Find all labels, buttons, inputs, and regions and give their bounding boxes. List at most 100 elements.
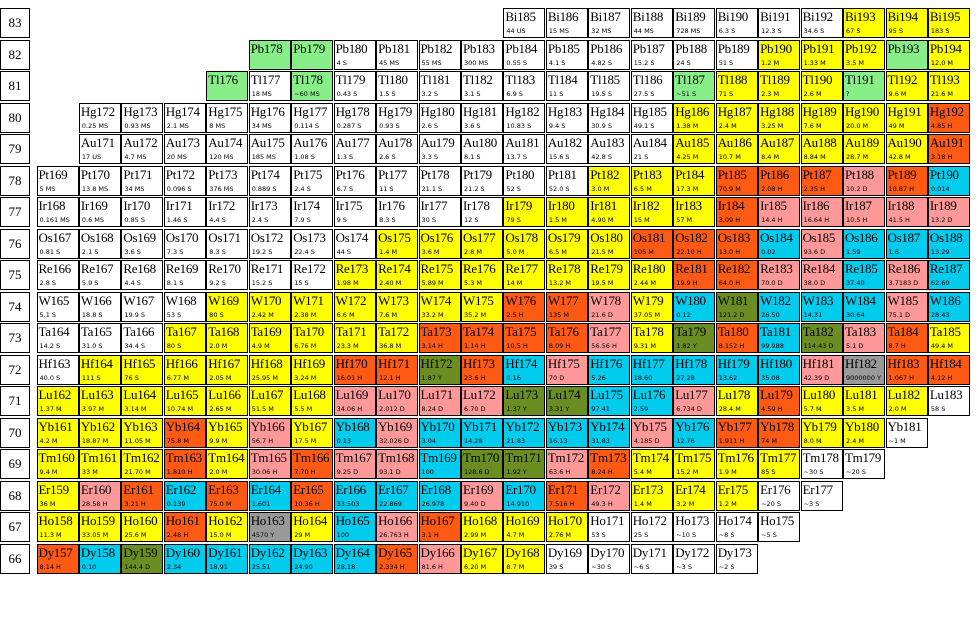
proton-number-label: 68 — [0, 480, 30, 511]
nuclide-cell: Yb175 4.185 D — [630, 417, 673, 448]
nuclide-cell: Bi190 6.3 S — [715, 8, 758, 38]
nuclide-name: Bi194 — [887, 9, 919, 24]
nuclide-name: Hg183 — [547, 103, 582, 119]
nuclide-cell: Tm179 ~20 S — [843, 449, 885, 479]
half-life-label: 70 D — [548, 373, 565, 382]
half-life-label: 3.5 M — [846, 58, 865, 67]
nuclide-name: Tl185 — [590, 72, 620, 87]
nuclide-cell: Os170 7.3 S — [163, 228, 206, 259]
nuclide-name: W171 — [293, 292, 324, 308]
half-life-label: 97.41 — [591, 405, 610, 413]
half-life-label: ~51 S — [676, 90, 697, 98]
nuclide-name: Re178 — [547, 261, 581, 276]
half-life-label: 0.25 MS — [81, 121, 109, 130]
nuclide-cell: Tl187 ~51 S — [673, 71, 716, 101]
half-life-label: 74 M — [761, 436, 778, 445]
half-life-label: 9.4 S — [548, 121, 566, 130]
nuclide-cell: Lu170 2.012 D — [376, 386, 419, 416]
half-life-label: 67 S — [846, 27, 861, 35]
half-life-label: 135 M — [548, 310, 569, 319]
nuclide-name: Pb178 — [250, 40, 283, 56]
nuclide-cell: Tl190 2.6 M — [800, 71, 843, 101]
nuclide-cell: W180 0.12 — [673, 291, 716, 322]
half-life-label: 2.4 M — [718, 121, 737, 130]
nuclide-cell: Hf182 9000000 Y — [843, 354, 885, 385]
half-life-label: 11.05 M — [124, 436, 151, 445]
nuclide-name: Os180 — [590, 229, 623, 245]
half-life-label: 3.3 S — [421, 153, 439, 161]
nuclide-cell: Au171 17 US — [78, 134, 121, 164]
half-life-label: 2.40 M — [379, 279, 402, 287]
half-life-label: 0.6 MS — [81, 216, 105, 224]
nuclide-name: Dy161 — [208, 544, 243, 560]
half-life-label: 18.87 M — [81, 436, 109, 445]
nuclide-name: Ta178 — [632, 324, 664, 339]
half-life-label: 0.93 S — [379, 121, 400, 130]
half-life-label: 63.6 H — [548, 468, 571, 476]
nuclide-cell: Ta179 1.82 Y — [673, 323, 716, 353]
nuclide-cell: Au181 13.7 S — [503, 134, 546, 164]
nuclide-cell: Os181 105 M — [630, 228, 673, 259]
nuclide-name: Ho175 — [760, 513, 794, 528]
nuclide-cell: Dy173 ~2 S — [715, 543, 758, 574]
nuclide-cell: Dy163 24.90 — [291, 543, 334, 574]
nuclide-name: Tm163 — [165, 450, 202, 465]
nuclide-name: Tl193 — [929, 72, 960, 87]
half-life-label: 13.0 H — [718, 247, 741, 256]
nuclide-cell: Bi191 12.3 S — [758, 8, 801, 38]
half-life-label: 8.3 S — [379, 216, 396, 224]
nuclide-name: Ho164 — [293, 513, 328, 528]
nuclide-name: Lu173 — [505, 387, 538, 402]
nuclide-cell: Os182 22.10 H — [673, 228, 716, 259]
half-life-label: 75.1 D — [888, 310, 911, 319]
nuclide-name: Dy173 — [717, 544, 752, 560]
half-life-label: 2.0 M — [209, 468, 228, 476]
half-life-label: 100 — [421, 468, 434, 476]
nuclide-name: Os172 — [250, 229, 284, 245]
nuclide-name: Os179 — [547, 229, 581, 245]
half-life-label: 8.24 H — [591, 468, 613, 476]
half-life-label: 3.24 M — [294, 373, 317, 382]
half-life-label: ~3 S — [803, 499, 820, 508]
half-life-label: 76 S — [124, 373, 139, 382]
half-life-label: 4.59 H — [761, 405, 783, 413]
half-life-label: 44 US — [506, 27, 526, 35]
nuclide-name: Pt178 — [420, 166, 450, 182]
nuclide-name: Hg189 — [802, 103, 837, 119]
nuclide-name: Ir176 — [378, 198, 405, 213]
half-life-label: 42.39 D — [803, 373, 830, 382]
nuclide-cell: Ta183 5.1 D — [843, 323, 885, 353]
half-life-label: 30.06 H — [251, 468, 278, 476]
nuclide-name: Pb189 — [717, 40, 750, 56]
nuclide-name: Tm179 — [845, 450, 882, 465]
half-life-label: 8.152 H — [718, 342, 745, 350]
nuclide-name: Pt185 — [717, 166, 747, 182]
nuclide-cell: Hg188 3.25 M — [758, 102, 801, 133]
nuclide-cell: Ho162 15.0 M — [206, 512, 249, 542]
nuclide-cell: W169 80 S — [206, 291, 249, 322]
nuclide-name: Os182 — [675, 229, 708, 245]
half-life-label: 13.62 — [718, 373, 738, 382]
nuclide-cell: Au185 4.25 M — [673, 134, 716, 164]
half-life-label: 3.97 M — [81, 405, 105, 413]
half-life-label: 36.8 M — [379, 342, 402, 350]
half-life-label: 1.33 M — [803, 58, 826, 67]
nuclide-name: Re176 — [463, 261, 496, 276]
nuclide-name: Au174 — [208, 135, 243, 150]
half-life-label: 35.2 M — [464, 310, 487, 319]
nuclide-name: Yb181 — [887, 418, 922, 434]
nuclide-cell: Ir175 9 S — [333, 197, 376, 227]
nuclide-name: Lu166 — [208, 387, 241, 402]
half-life-label: 2.42 M — [251, 310, 274, 319]
nuclide-name: Er174 — [675, 481, 706, 497]
half-life-label: 2.38 M — [294, 310, 317, 319]
half-life-label: 32.026 D — [379, 436, 409, 445]
nuclide-cell: Bi186 15 MS — [545, 8, 588, 38]
nuclide-cell: Re174 2.40 M — [376, 260, 419, 290]
nuclide-name: Ir184 — [717, 198, 745, 213]
half-life-label: 2.44 M — [633, 279, 656, 287]
nuclide-name: Ta180 — [717, 324, 749, 339]
nuclide-name: Tm160 — [38, 450, 75, 465]
nuclide-cell: Dy171 ~6 S — [630, 543, 673, 574]
half-life-label: 300 MS — [464, 58, 489, 67]
